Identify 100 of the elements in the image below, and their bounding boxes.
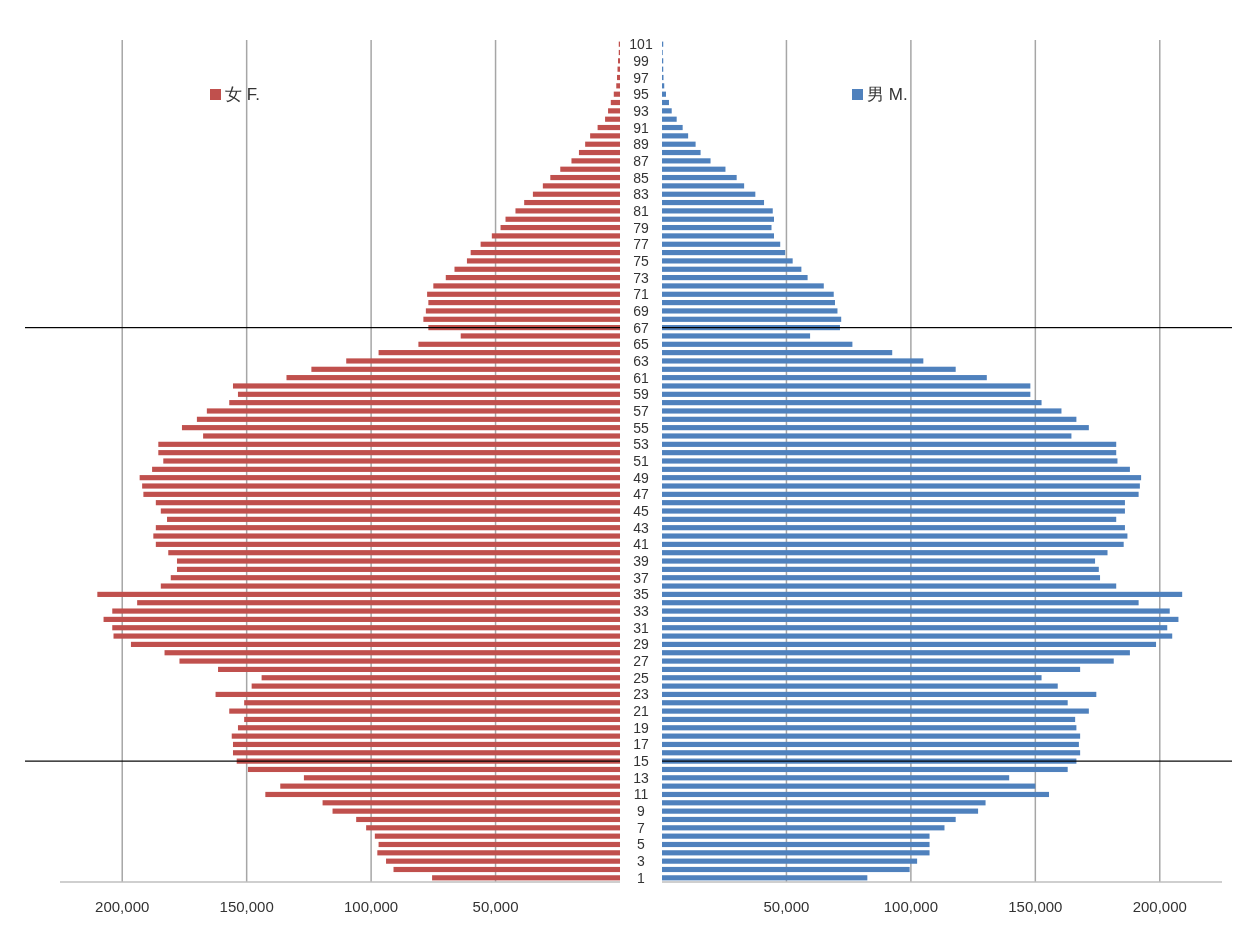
bar (155, 525, 620, 531)
bar (662, 216, 774, 222)
bar (366, 825, 620, 831)
bar (662, 508, 1125, 514)
y-tick-label: 35 (633, 586, 649, 603)
bar (196, 416, 620, 422)
y-tick-label: 7 (637, 819, 646, 836)
bar (662, 808, 979, 814)
bar (160, 508, 620, 514)
bar (158, 450, 620, 456)
bar (662, 333, 811, 339)
bar (662, 183, 745, 189)
bar (662, 241, 781, 247)
bar (662, 416, 1077, 422)
bar (378, 350, 620, 356)
y-tick-label: 5 (637, 836, 646, 853)
bar (662, 791, 1050, 798)
bar (662, 733, 1081, 739)
bar (662, 458, 1118, 464)
bar (662, 208, 773, 214)
bar (203, 433, 620, 439)
bar (662, 800, 986, 806)
y-tick-label: 81 (633, 202, 649, 219)
y-tick-label: 27 (633, 653, 649, 670)
bar (130, 641, 620, 647)
bar (160, 583, 620, 589)
bar (662, 650, 1130, 656)
bar (229, 400, 620, 406)
y-tick-label: 51 (633, 453, 649, 469)
bar (662, 108, 672, 114)
y-tick-label: 67 (633, 319, 649, 336)
y-tick-label: 21 (633, 703, 649, 720)
bar (386, 858, 620, 864)
bar (532, 191, 620, 197)
bar (542, 183, 620, 189)
bar (605, 116, 620, 122)
bar (662, 233, 774, 239)
bar (206, 408, 620, 414)
bar (466, 258, 620, 264)
bar (155, 541, 620, 547)
bar (103, 616, 620, 622)
bar (232, 741, 620, 748)
bar (112, 625, 620, 631)
bar (237, 725, 620, 731)
bar (662, 166, 726, 172)
bar (662, 825, 945, 831)
y-tick-label: 13 (633, 769, 649, 786)
y-tick-label: 65 (633, 336, 649, 353)
y-tick-label: 17 (633, 736, 649, 753)
bar (662, 775, 1010, 781)
bar (158, 441, 620, 447)
bar (179, 658, 620, 664)
bar (662, 550, 1108, 556)
bar (662, 691, 1097, 698)
bar (662, 450, 1117, 456)
bar (428, 300, 620, 306)
bar (662, 583, 1117, 589)
bar (332, 808, 620, 814)
y-tick-label: 85 (633, 169, 649, 186)
y-tick-label: 53 (633, 436, 649, 453)
bar (170, 575, 620, 581)
bar (244, 700, 620, 706)
bar (662, 191, 756, 197)
bar (662, 608, 1170, 614)
bar (167, 516, 620, 522)
y-tick-label: 9 (637, 803, 646, 820)
y-tick-label: 49 (633, 469, 649, 486)
bar (303, 775, 620, 781)
y-tick-label: 59 (633, 386, 649, 403)
bar (662, 300, 835, 306)
bar (662, 633, 1173, 639)
bar (322, 800, 620, 806)
bar (662, 224, 772, 231)
bar (432, 875, 620, 881)
bar (491, 233, 620, 239)
bar (662, 283, 824, 289)
bar (418, 341, 620, 347)
bar (500, 224, 620, 231)
bar (662, 641, 1157, 647)
bar (590, 133, 620, 139)
bar (662, 575, 1101, 581)
x-tick-label: 200,000 (1132, 898, 1187, 915)
bar (662, 841, 930, 848)
bar (662, 566, 1099, 572)
y-tick-label: 45 (633, 503, 649, 520)
bar (662, 666, 1081, 672)
bar (662, 491, 1139, 497)
bar (662, 433, 1072, 439)
bar (377, 850, 620, 856)
bar (662, 391, 1031, 397)
bar (662, 174, 737, 181)
bar (662, 725, 1077, 731)
y-tick-label: 33 (633, 603, 649, 620)
bar (662, 341, 853, 347)
bar (662, 258, 793, 264)
bar (662, 91, 666, 97)
bar (251, 683, 620, 689)
bar (613, 91, 620, 97)
bar (155, 500, 620, 506)
y-tick-label: 75 (633, 252, 649, 269)
